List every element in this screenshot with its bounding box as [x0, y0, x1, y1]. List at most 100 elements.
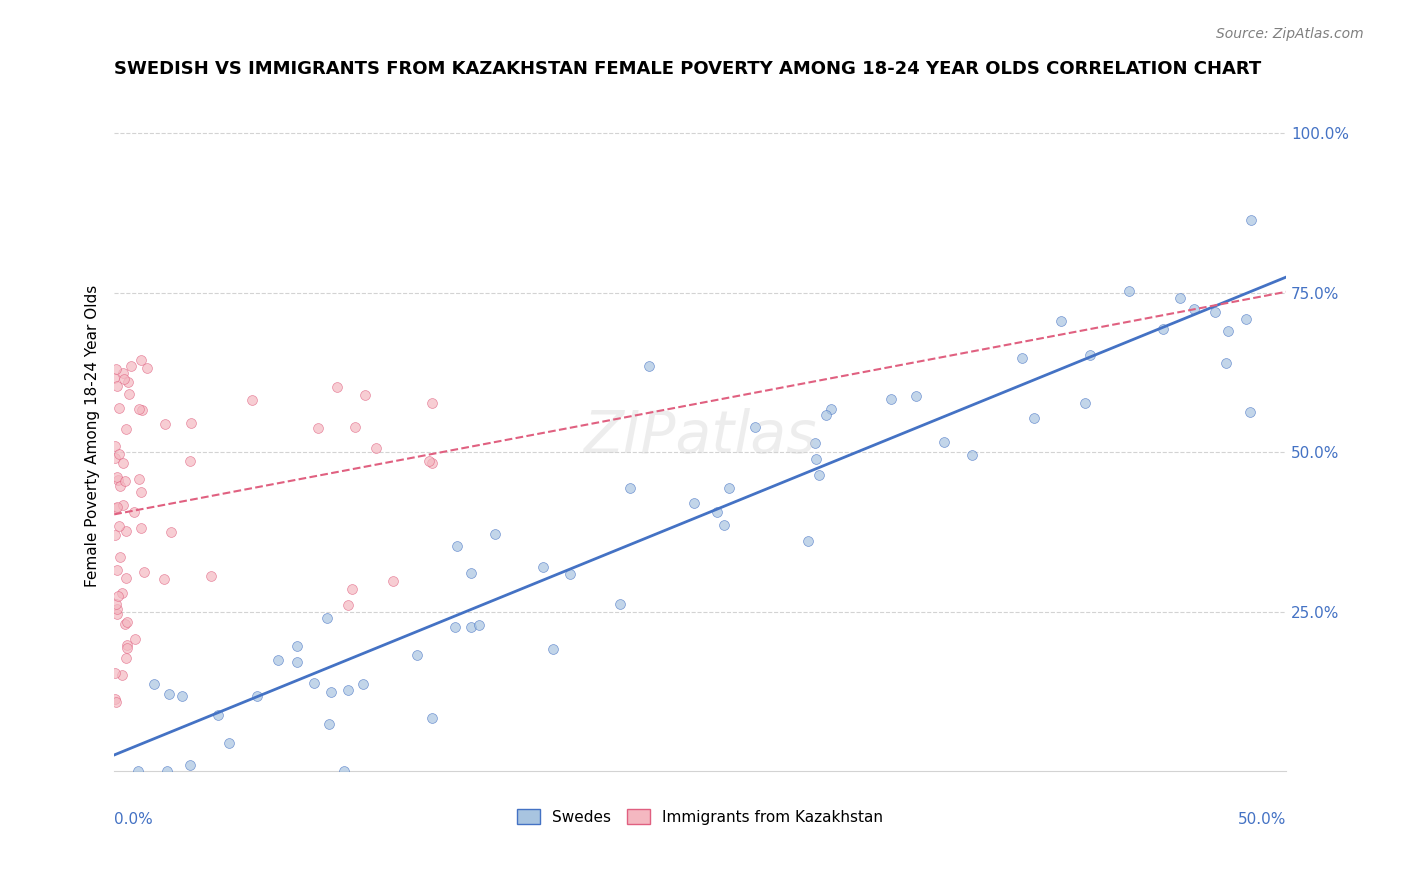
Point: [316, 611, 339, 625]
Point: [115, 422, 138, 436]
Point: [460, 620, 482, 634]
Point: [1024, 410, 1046, 425]
Point: [112, 456, 135, 470]
Point: [619, 481, 641, 495]
Point: [1239, 405, 1261, 419]
Point: [337, 682, 360, 697]
Point: [104, 439, 127, 453]
Point: [179, 454, 201, 468]
Point: [541, 641, 564, 656]
Point: [266, 652, 288, 666]
Point: [105, 501, 128, 516]
Point: [1204, 305, 1226, 319]
Point: [111, 667, 134, 681]
Point: [879, 392, 901, 406]
Point: [108, 479, 131, 493]
Point: [104, 692, 127, 706]
Point: [340, 582, 363, 596]
Point: [325, 380, 347, 394]
Point: [1234, 311, 1257, 326]
Point: [302, 676, 325, 690]
Point: [240, 392, 263, 407]
Point: [815, 408, 838, 422]
Text: 50.0%: 50.0%: [1237, 812, 1286, 827]
Point: [207, 708, 229, 723]
Point: [960, 449, 983, 463]
Point: [122, 505, 145, 519]
Point: [382, 574, 405, 589]
Point: [105, 469, 128, 483]
Point: [200, 568, 222, 582]
Point: [117, 375, 139, 389]
Point: [104, 450, 127, 465]
Point: [107, 473, 129, 487]
Point: [1050, 314, 1073, 328]
Point: [820, 402, 842, 417]
Point: [307, 421, 329, 435]
Point: [807, 468, 830, 483]
Point: [105, 379, 128, 393]
Point: [134, 566, 156, 580]
Point: [111, 366, 134, 380]
Point: [112, 372, 135, 386]
Point: [460, 566, 482, 581]
Text: SWEDISH VS IMMIGRANTS FROM KAZAKHSTAN FEMALE POVERTY AMONG 18-24 YEAR OLDS CORRE: SWEDISH VS IMMIGRANTS FROM KAZAKHSTAN FE…: [114, 60, 1261, 78]
Point: [111, 586, 134, 600]
Point: [156, 764, 179, 779]
Point: [117, 615, 139, 629]
Point: [609, 597, 631, 611]
Point: [107, 500, 129, 515]
Point: [104, 666, 127, 681]
Point: [118, 387, 141, 401]
Point: [1168, 291, 1191, 305]
Point: [153, 572, 176, 586]
Point: [218, 736, 240, 750]
Point: [114, 617, 136, 632]
Point: [129, 521, 152, 535]
Point: [422, 396, 444, 410]
Point: [1011, 351, 1033, 365]
Point: [344, 420, 367, 434]
Text: 0.0%: 0.0%: [114, 812, 153, 827]
Point: [285, 655, 308, 669]
Point: [127, 764, 149, 779]
Point: [418, 454, 440, 468]
Point: [804, 451, 827, 466]
Point: [129, 484, 152, 499]
Point: [353, 388, 375, 402]
Point: [105, 695, 128, 709]
Point: [128, 472, 150, 486]
Point: [932, 434, 955, 449]
Point: [115, 651, 138, 665]
Point: [155, 417, 177, 431]
Point: [1074, 396, 1097, 410]
Point: [143, 677, 166, 691]
Point: [744, 420, 766, 434]
Point: [131, 402, 153, 417]
Text: Source: ZipAtlas.com: Source: ZipAtlas.com: [1216, 27, 1364, 41]
Point: [105, 602, 128, 616]
Point: [157, 688, 180, 702]
Point: [804, 436, 827, 450]
Point: [1218, 324, 1240, 338]
Point: [160, 524, 183, 539]
Point: [115, 524, 138, 538]
Point: [179, 758, 201, 772]
Point: [107, 590, 129, 604]
Point: [319, 685, 342, 699]
Point: [333, 764, 356, 779]
Y-axis label: Female Poverty Among 18-24 Year Olds: Female Poverty Among 18-24 Year Olds: [86, 285, 100, 588]
Point: [285, 640, 308, 654]
Point: [637, 359, 659, 374]
Point: [115, 641, 138, 656]
Point: [103, 370, 125, 384]
Point: [558, 566, 581, 581]
Point: [420, 456, 443, 470]
Point: [352, 677, 374, 691]
Point: [172, 689, 194, 703]
Point: [1118, 284, 1140, 298]
Legend: Swedes, Immigrants from Kazakhstan: Swedes, Immigrants from Kazakhstan: [512, 803, 889, 830]
Point: [108, 550, 131, 565]
Point: [446, 539, 468, 553]
Point: [180, 416, 202, 430]
